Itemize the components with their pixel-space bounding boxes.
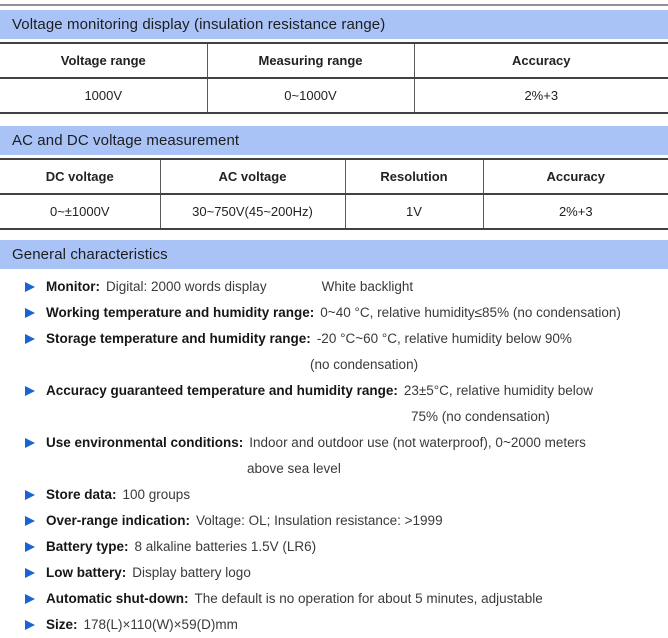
- spec-item-size: Size: 178(L)×110(W)×59(D)mm: [0, 612, 668, 638]
- spec-item-use-environment: Use environmental conditions: Indoor and …: [0, 430, 668, 482]
- spec-label: Working temperature and humidity range:: [46, 305, 315, 320]
- bullet-arrow-icon: [25, 568, 35, 578]
- bullet-arrow-icon: [25, 386, 35, 396]
- table-row: 1000V 0~1000V 2%+3: [0, 78, 668, 113]
- section-header-voltage-monitoring: Voltage monitoring display (insulation r…: [0, 10, 668, 39]
- table-header-cell: Resolution: [344, 159, 483, 195]
- spec-item-auto-shutdown: Automatic shut-down: The default is no op…: [0, 586, 668, 612]
- table-header-row: Voltage range Measuring range Accuracy: [0, 43, 668, 79]
- table-header-row: DC voltage AC voltage Resolution Accurac…: [0, 159, 668, 195]
- bullet-arrow-icon: [25, 516, 35, 526]
- spec-value: The default is no operation for about 5 …: [194, 591, 543, 606]
- bullet-arrow-icon: [25, 438, 35, 448]
- spec-label: Monitor:: [46, 279, 100, 294]
- voltage-monitoring-table: Voltage range Measuring range Accuracy 1…: [0, 42, 668, 114]
- bullet-arrow-icon: [25, 308, 35, 318]
- spec-label: Use environmental conditions:: [46, 435, 244, 450]
- spec-label: Over-range indication:: [46, 513, 191, 528]
- table-cell: 0~±1000V: [49, 204, 110, 219]
- section-header-general: General characteristics: [0, 240, 668, 269]
- ac-dc-voltage-table: DC voltage AC voltage Resolution Accurac…: [0, 158, 668, 230]
- table-header-cell: Voltage range: [0, 43, 207, 79]
- spec-value: 0~40 °C, relative humidity≤85% (no conde…: [320, 305, 621, 320]
- section-title: AC and DC voltage measurement: [12, 132, 240, 149]
- table-header-cell: Accuracy: [413, 43, 668, 79]
- spec-label: Storage temperature and humidity range:: [46, 331, 311, 346]
- table-row: 0~±1000V 30~750V(45~200Hz) 1V 2%+3: [0, 194, 668, 229]
- table-cell: 1V: [344, 194, 483, 229]
- bullet-arrow-icon: [25, 282, 35, 292]
- spec-value: 100 groups: [122, 487, 191, 502]
- spec-label: Size:: [46, 617, 78, 632]
- bullet-arrow-icon: [25, 594, 35, 604]
- table-cell: 1000V: [84, 88, 123, 103]
- spec-value: 23±5°C, relative humidity below: [403, 383, 593, 398]
- table-cell: 30~750V(45~200Hz): [159, 194, 345, 229]
- table-cell: 2%+3: [413, 78, 668, 113]
- spec-value-extra: White backlight: [321, 279, 414, 294]
- spec-label: Low battery:: [46, 565, 127, 580]
- spec-value: 8 alkaline batteries 1.5V (LR6): [134, 539, 317, 554]
- spec-value: Display battery logo: [132, 565, 251, 580]
- spec-value: Voltage: OL; Insulation resistance: >199…: [196, 513, 443, 528]
- table-header-cell: Measuring range: [206, 43, 414, 79]
- spec-value: Indoor and outdoor use (not waterproof),…: [249, 435, 586, 450]
- spec-item-storage-temp: Storage temperature and humidity range: -…: [0, 326, 668, 378]
- spec-label: Battery type:: [46, 539, 129, 554]
- table-header-cell: DC voltage: [0, 159, 160, 195]
- table-cell: 0~1000V: [206, 78, 414, 113]
- spec-item-battery-type: Battery type: 8 alkaline batteries 1.5V (…: [0, 534, 668, 560]
- spec-value-continuation: 75% (no condensation): [411, 409, 550, 424]
- spec-item-working-temp: Working temperature and humidity range: 0…: [0, 300, 668, 326]
- general-characteristics-list: Monitor: Digital: 2000 words display White…: [0, 269, 668, 638]
- spec-item-accuracy-temp: Accuracy guaranteed temperature and humi…: [0, 378, 668, 430]
- table-cell: 2%+3: [482, 194, 668, 229]
- spec-value: 178(L)×110(W)×59(D)mm: [83, 617, 238, 632]
- table-header-cell: Accuracy: [482, 159, 668, 195]
- spec-item-low-battery: Low battery: Display battery logo: [0, 560, 668, 586]
- spec-value: -20 °C~60 °C, relative humidity below 90…: [316, 331, 572, 346]
- spec-value: Digital: 2000 words display: [105, 279, 267, 294]
- section-title: Voltage monitoring display (insulation r…: [12, 16, 386, 33]
- spec-value-continuation: (no condensation): [310, 357, 419, 372]
- bullet-arrow-icon: [25, 490, 35, 500]
- spec-value-continuation: above sea level: [247, 461, 341, 476]
- bullet-arrow-icon: [25, 542, 35, 552]
- spec-label: Accuracy guaranteed temperature and humi…: [46, 383, 398, 398]
- bullet-arrow-icon: [25, 334, 35, 344]
- spec-item-over-range: Over-range indication: Voltage: OL; Insul…: [0, 508, 668, 534]
- spec-item-monitor: Monitor: Digital: 2000 words display White…: [0, 274, 668, 300]
- section-title: General characteristics: [12, 246, 168, 263]
- spec-label: Automatic shut-down:: [46, 591, 189, 606]
- spec-label: Store data:: [46, 487, 117, 502]
- table-header-cell: AC voltage: [159, 159, 345, 195]
- top-rule: [0, 4, 668, 6]
- spec-item-store-data: Store data: 100 groups: [0, 482, 668, 508]
- section-header-ac-dc-voltage: AC and DC voltage measurement: [0, 126, 668, 155]
- bullet-arrow-icon: [25, 620, 35, 630]
